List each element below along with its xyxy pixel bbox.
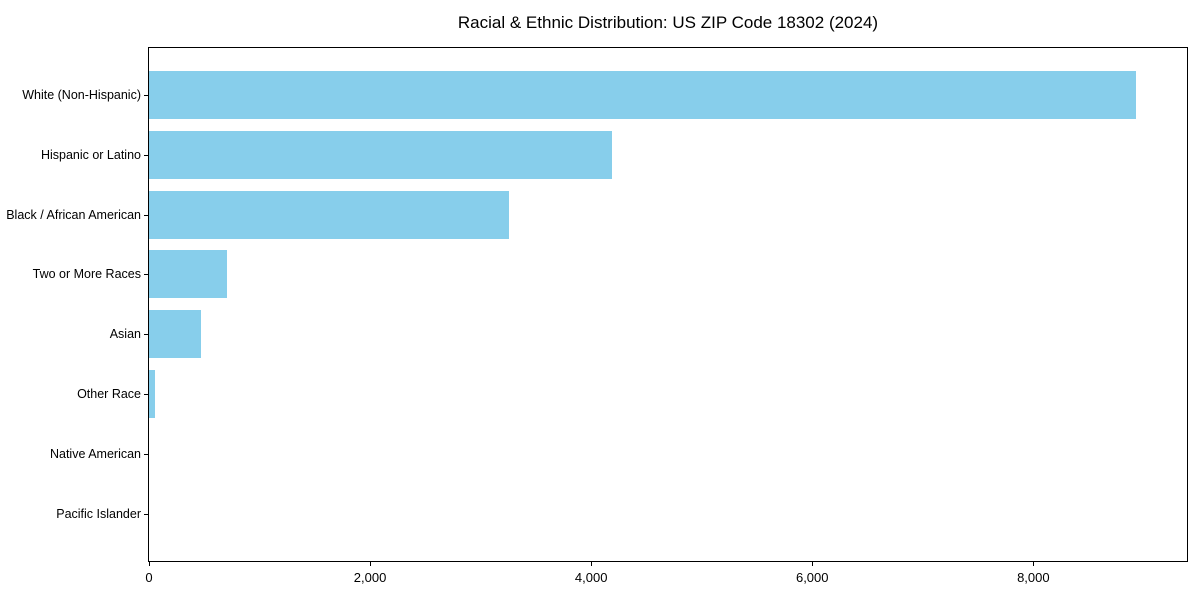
x-tick-mark xyxy=(370,562,372,566)
y-tick-mark xyxy=(144,334,148,336)
plot-area xyxy=(148,47,1188,562)
x-tick-mark xyxy=(812,562,814,566)
x-tick-mark xyxy=(149,562,150,566)
bar-black-african-american xyxy=(149,190,509,239)
bar-other-race xyxy=(149,370,155,418)
x-tick-label: 4,000 xyxy=(574,570,608,585)
x-tick-mark xyxy=(591,562,593,566)
bar-white-non-hispanic xyxy=(149,71,1136,119)
y-tick-mark xyxy=(144,394,148,395)
y-tick-mark xyxy=(144,453,148,455)
bar-hispanic-or-latino xyxy=(149,130,612,179)
y-axis-label-pacific-islander: Pacific Islander xyxy=(56,506,141,521)
x-tick-mark xyxy=(1033,562,1035,566)
x-tick-label: 0 xyxy=(145,570,153,585)
y-axis-label-white-non-hispanic: White (Non-Hispanic) xyxy=(22,88,141,102)
x-tick-label: 8,000 xyxy=(1017,570,1050,585)
x-tick-label: 6,000 xyxy=(795,570,829,585)
y-axis-label-asian: Asian xyxy=(109,327,141,342)
y-tick-mark xyxy=(144,513,148,515)
bar-two-or-more-races xyxy=(149,250,227,299)
y-axis-label-other-race: Other Race xyxy=(77,387,141,401)
y-tick-mark xyxy=(144,214,148,216)
y-axis-label-native-american: Native American xyxy=(49,446,141,461)
y-tick-mark xyxy=(144,95,148,96)
chart-title: Racial & Ethnic Distribution: US ZIP Cod… xyxy=(457,13,879,32)
y-axis-label-black-african-american: Black / African American xyxy=(6,207,141,222)
y-tick-mark xyxy=(144,154,148,156)
y-tick-mark xyxy=(144,274,148,276)
x-tick-label: 2,000 xyxy=(353,570,387,585)
bar-asian xyxy=(149,310,201,359)
y-axis-label-hispanic-or-latino: Hispanic or Latino xyxy=(40,147,141,162)
y-axis-label-two-or-more-races: Two or More Races xyxy=(32,267,141,282)
